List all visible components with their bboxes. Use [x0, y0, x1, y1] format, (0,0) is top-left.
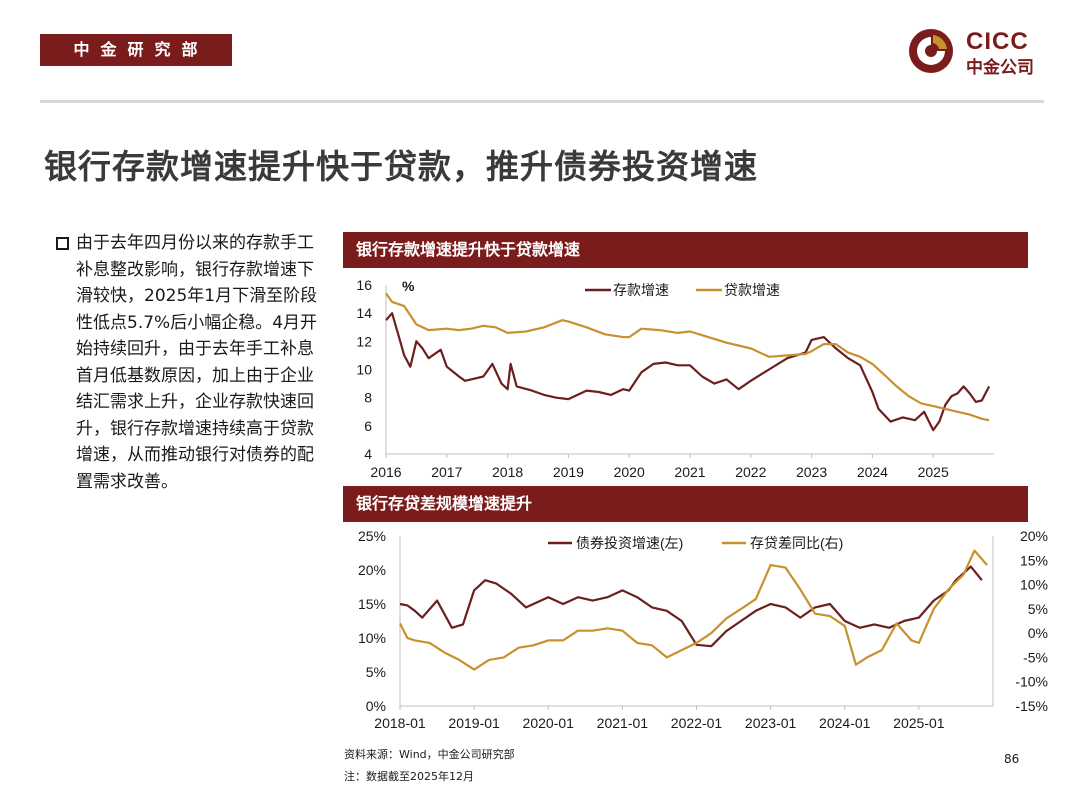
cicc-logo: CICC 中金公司 — [906, 26, 1056, 78]
chart2-right-tick-label: 0% — [1028, 625, 1048, 641]
chart1-legend-label-1: 存款增速 — [613, 282, 669, 298]
chart1-x-tick-label: 2022 — [735, 464, 766, 480]
chart1-x-tick-label: 2025 — [918, 464, 949, 480]
cicc-logo-mark — [909, 29, 953, 73]
chart2-x-tick-label: 2018-01 — [374, 715, 426, 731]
chart2-right-tick-label: 10% — [1020, 577, 1048, 593]
chart1-x-tick-label: 2018 — [492, 464, 523, 480]
chart2-left-tick-label: 10% — [358, 630, 386, 646]
chart2-series-line-2 — [399, 549, 988, 671]
source-note: 资料来源：Wind，中金公司研究部 — [344, 748, 515, 761]
chart1-series-line-1 — [385, 312, 991, 432]
chart1-title: 银行存款增速提升快于贷款增速 — [343, 232, 1028, 268]
logo-text-en: CICC — [966, 28, 1029, 55]
chart1-y-tick-label: 16 — [356, 277, 372, 293]
chart2-x-tick-label: 2021-01 — [597, 715, 649, 731]
chart2-left-tick-label: 25% — [358, 528, 386, 544]
chart2-x-tick-label: 2022-01 — [671, 715, 723, 731]
chart1-deposit-loan-growth: 16 14 12 10 8 6 4% 2016 2017 2018 2019 2020 2021 2022… — [356, 277, 994, 480]
page-title: 银行存款增速提升快于贷款，推升债券投资增速 — [44, 147, 758, 186]
bullet-point: 由于去年四月份以来的存款手工补息整改影响，银行存款增速下滑较快，2025年1月下… — [56, 230, 326, 495]
chart1-unit-label: % — [402, 278, 415, 294]
chart1-x-tick-label: 2023 — [796, 464, 827, 480]
data-date-note: 注：数据截至2025年12月 — [344, 770, 474, 783]
chart2-bond-investment-growth: 25% 20% 15% 10% 5% 0% 20% 15% 10% 5% 0% -5% -10% -15%… — [358, 528, 1048, 731]
bullet-text: 由于去年四月份以来的存款手工补息整改影响，银行存款增速下滑较快，2025年1月下… — [76, 233, 318, 492]
chart2-right-tick-label: -15% — [1015, 698, 1048, 714]
department-badge: 中金研究部 — [40, 34, 232, 66]
chart2-right-tick-label: -10% — [1015, 674, 1048, 690]
chart1-x-tick-label: 2019 — [553, 464, 584, 480]
chart1-x-tick-label: 2020 — [614, 464, 645, 480]
chart2-left-tick-label: 5% — [366, 664, 386, 680]
chart2-left-tick-label: 0% — [366, 698, 386, 714]
chart2-right-tick-label: 15% — [1020, 552, 1048, 568]
header-divider — [40, 100, 1044, 103]
chart2-legend-label-2: 存贷差同比(右) — [750, 535, 843, 551]
chart2-right-tick-label: -5% — [1023, 649, 1048, 665]
chart1-x-tick-label: 2017 — [431, 464, 462, 480]
chart1-y-tick-label: 14 — [356, 305, 372, 321]
chart2-x-tick-label: 2019-01 — [448, 715, 500, 731]
chart1-y-tick-label: 8 — [364, 390, 372, 406]
page-number: 86 — [1004, 752, 1020, 766]
chart2-x-tick-label: 2020-01 — [523, 715, 575, 731]
chart2-title: 银行存贷差规模增速提升 — [343, 486, 1028, 522]
logo-text-cn: 中金公司 — [966, 58, 1034, 78]
chart1-x-tick-label: 2024 — [857, 464, 888, 480]
chart1-x-tick-label: 2021 — [674, 464, 705, 480]
chart1-series-line-2 — [385, 292, 990, 422]
chart2-x-tick-label: 2025-01 — [893, 715, 945, 731]
chart1-legend-label-2: 贷款增速 — [724, 282, 780, 298]
chart2-left-tick-label: 20% — [358, 562, 386, 578]
chart2-legend-label-1: 债券投资增速(左) — [576, 535, 683, 551]
chart1-y-tick-label: 4 — [364, 446, 372, 462]
chart2-right-tick-label: 5% — [1028, 601, 1048, 617]
chart2-right-tick-label: 20% — [1020, 528, 1048, 544]
chart2-x-tick-label: 2024-01 — [819, 715, 871, 731]
chart2-x-tick-label: 2023-01 — [745, 715, 797, 731]
chart1-y-tick-label: 12 — [356, 333, 372, 349]
chart1-x-tick-label: 2016 — [370, 464, 401, 480]
chart1-y-tick-label: 10 — [356, 362, 372, 378]
chart2-left-tick-label: 15% — [358, 596, 386, 612]
chart2-series-line-1 — [399, 565, 983, 648]
chart1-y-tick-label: 6 — [364, 418, 372, 434]
square-bullet-icon — [56, 237, 69, 250]
